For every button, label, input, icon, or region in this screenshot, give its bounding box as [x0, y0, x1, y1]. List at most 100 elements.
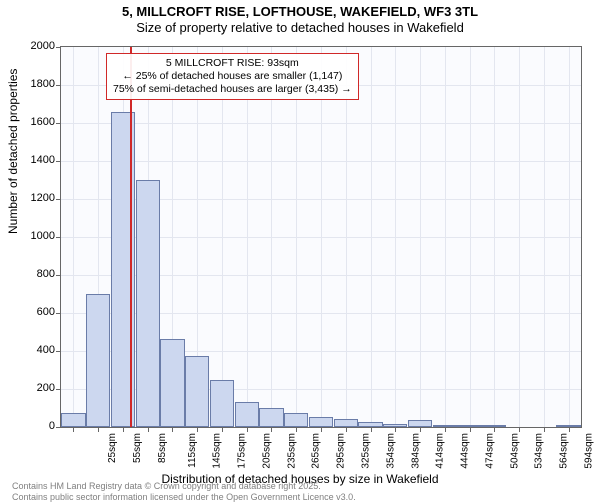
histogram-bar: [259, 408, 283, 427]
x-tick-mark: [172, 427, 173, 432]
footer-line1: Contains HM Land Registry data © Crown c…: [12, 481, 356, 491]
gridline-v: [247, 47, 248, 427]
y-tick-label: 0: [15, 420, 55, 432]
page-title-line2: Size of property relative to detached ho…: [0, 20, 600, 35]
annotation-box: 5 MILLCROFT RISE: 93sqm← 25% of detached…: [106, 53, 359, 100]
gridline-v: [445, 47, 446, 427]
x-tick-label: 265sqm: [311, 433, 322, 469]
y-tick-mark: [56, 313, 61, 314]
y-tick-label: 800: [15, 268, 55, 280]
y-tick-mark: [56, 427, 61, 428]
gridline-v: [73, 47, 74, 427]
y-tick-label: 600: [15, 306, 55, 318]
histogram-bar: [309, 417, 333, 427]
y-tick-mark: [56, 161, 61, 162]
x-tick-label: 534sqm: [534, 433, 545, 469]
x-tick-mark: [420, 427, 421, 432]
y-tick-label: 1800: [15, 78, 55, 90]
gridline-v: [371, 47, 372, 427]
y-tick-mark: [56, 275, 61, 276]
x-tick-mark: [247, 427, 248, 432]
y-tick-mark: [56, 237, 61, 238]
histogram-bar: [86, 294, 110, 427]
histogram-bar: [210, 380, 234, 427]
x-tick-label: 145sqm: [212, 433, 223, 469]
gridline-v: [519, 47, 520, 427]
gridline-v: [395, 47, 396, 427]
histogram-bar: [136, 180, 160, 427]
footer-line2: Contains public sector information licen…: [12, 492, 356, 502]
y-tick-mark: [56, 47, 61, 48]
x-tick-label: 55sqm: [132, 433, 143, 463]
x-tick-label: 564sqm: [559, 433, 570, 469]
x-tick-mark: [445, 427, 446, 432]
x-tick-label: 295sqm: [336, 433, 347, 469]
y-tick-label: 1400: [15, 154, 55, 166]
gridline-v: [569, 47, 570, 427]
x-tick-mark: [98, 427, 99, 432]
x-tick-mark: [544, 427, 545, 432]
y-tick-label: 1200: [15, 192, 55, 204]
x-tick-label: 25sqm: [107, 433, 118, 463]
x-tick-mark: [73, 427, 74, 432]
x-tick-label: 205sqm: [262, 433, 273, 469]
x-tick-label: 414sqm: [435, 433, 446, 469]
histogram-bar: [235, 402, 259, 427]
marker-line: [130, 47, 132, 427]
x-tick-mark: [123, 427, 124, 432]
x-tick-mark: [222, 427, 223, 432]
x-tick-mark: [197, 427, 198, 432]
x-tick-label: 594sqm: [583, 433, 594, 469]
x-tick-label: 504sqm: [509, 433, 520, 469]
gridline-v: [494, 47, 495, 427]
x-tick-label: 175sqm: [237, 433, 248, 469]
x-tick-mark: [569, 427, 570, 432]
x-tick-mark: [519, 427, 520, 432]
annotation-line: 5 MILLCROFT RISE: 93sqm: [113, 57, 352, 70]
gridline-v: [222, 47, 223, 427]
histogram-bar: [334, 419, 358, 427]
x-tick-mark: [346, 427, 347, 432]
page-title-line1: 5, MILLCROFT RISE, LOFTHOUSE, WAKEFIELD,…: [0, 4, 600, 19]
x-tick-label: 354sqm: [385, 433, 396, 469]
gridline-v: [271, 47, 272, 427]
histogram-bar: [160, 339, 184, 427]
histogram-bar: [185, 356, 209, 427]
histogram-bar: [408, 420, 432, 427]
y-tick-label: 400: [15, 344, 55, 356]
x-tick-mark: [371, 427, 372, 432]
x-tick-mark: [470, 427, 471, 432]
y-tick-mark: [56, 199, 61, 200]
x-tick-label: 384sqm: [410, 433, 421, 469]
x-tick-mark: [148, 427, 149, 432]
x-tick-label: 474sqm: [484, 433, 495, 469]
y-axis-label: Number of detached properties: [6, 69, 20, 234]
x-tick-label: 115sqm: [187, 433, 198, 468]
annotation-line: ← 25% of detached houses are smaller (1,…: [113, 70, 352, 83]
x-tick-label: 235sqm: [286, 433, 297, 469]
y-tick-label: 200: [15, 382, 55, 394]
y-tick-label: 1600: [15, 116, 55, 128]
x-tick-mark: [494, 427, 495, 432]
x-tick-label: 325sqm: [361, 433, 372, 469]
x-tick-mark: [271, 427, 272, 432]
gridline-v: [544, 47, 545, 427]
y-tick-mark: [56, 351, 61, 352]
x-tick-label: 85sqm: [157, 433, 168, 463]
y-tick-label: 1000: [15, 230, 55, 242]
x-tick-mark: [395, 427, 396, 432]
gridline-v: [346, 47, 347, 427]
gridline-v: [470, 47, 471, 427]
annotation-line: 75% of semi-detached houses are larger (…: [113, 83, 352, 96]
y-tick-mark: [56, 389, 61, 390]
gridline-v: [321, 47, 322, 427]
x-tick-mark: [321, 427, 322, 432]
y-tick-label: 2000: [15, 40, 55, 52]
y-tick-mark: [56, 85, 61, 86]
histogram-bar: [61, 413, 85, 427]
histogram-bar: [284, 413, 308, 427]
y-tick-mark: [56, 123, 61, 124]
x-tick-label: 444sqm: [460, 433, 471, 469]
histogram-chart: 25sqm55sqm85sqm115sqm145sqm175sqm205sqm2…: [60, 46, 582, 428]
gridline-v: [420, 47, 421, 427]
